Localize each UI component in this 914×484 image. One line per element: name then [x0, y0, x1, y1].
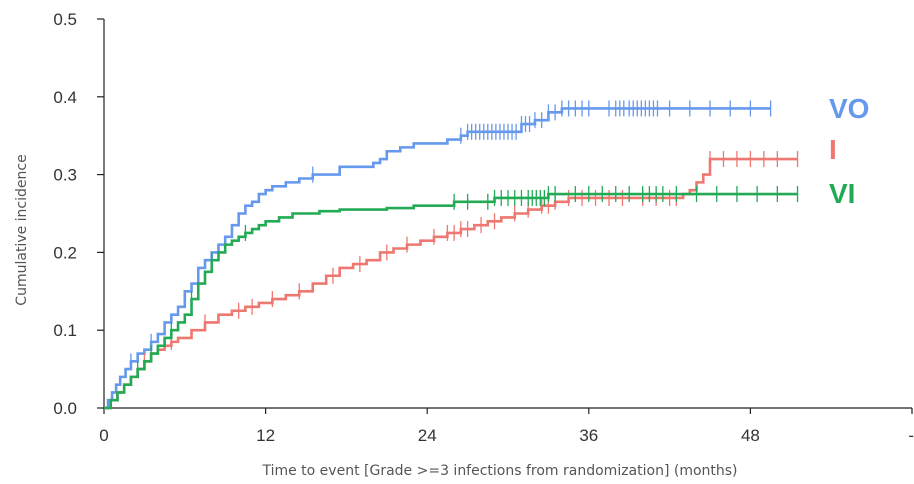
- series-layer: [104, 100, 799, 410]
- x-tick-label: 0: [99, 426, 108, 445]
- y-tick-label: 0.1: [53, 321, 77, 340]
- series-vo-step-line: [104, 107, 771, 410]
- axes: 0.0 0.1 0.2 0.3 0.4 0.5 0 12 24 36 48 -: [53, 10, 914, 445]
- series-label-vi: VI: [829, 178, 855, 209]
- x-tick-label: -: [908, 426, 914, 445]
- x-tick-label: 12: [256, 426, 275, 445]
- series-label-i: I: [829, 134, 837, 165]
- series-labels: VO I VI: [829, 93, 869, 209]
- x-tick-label: 36: [579, 426, 598, 445]
- series-vi-step-line: [104, 192, 798, 410]
- x-tick-label: 48: [741, 426, 760, 445]
- series-label-vo: VO: [829, 93, 869, 124]
- y-tick-label: 0.0: [53, 399, 77, 418]
- y-tick-label: 0.5: [53, 10, 77, 29]
- series-vi: [104, 186, 799, 410]
- series-i: [104, 151, 799, 410]
- y-tick-label: 0.2: [53, 243, 77, 262]
- x-axis-title: Time to event [Grade >=3 infections from…: [261, 463, 737, 479]
- series-i-step-line: [104, 157, 798, 410]
- y-tick-label: 0.4: [53, 88, 77, 107]
- x-tick-label: 24: [418, 426, 437, 445]
- series-vo: [104, 100, 772, 410]
- y-axis-title: Cumulative incidence: [14, 154, 30, 305]
- y-tick-label: 0.3: [53, 166, 77, 185]
